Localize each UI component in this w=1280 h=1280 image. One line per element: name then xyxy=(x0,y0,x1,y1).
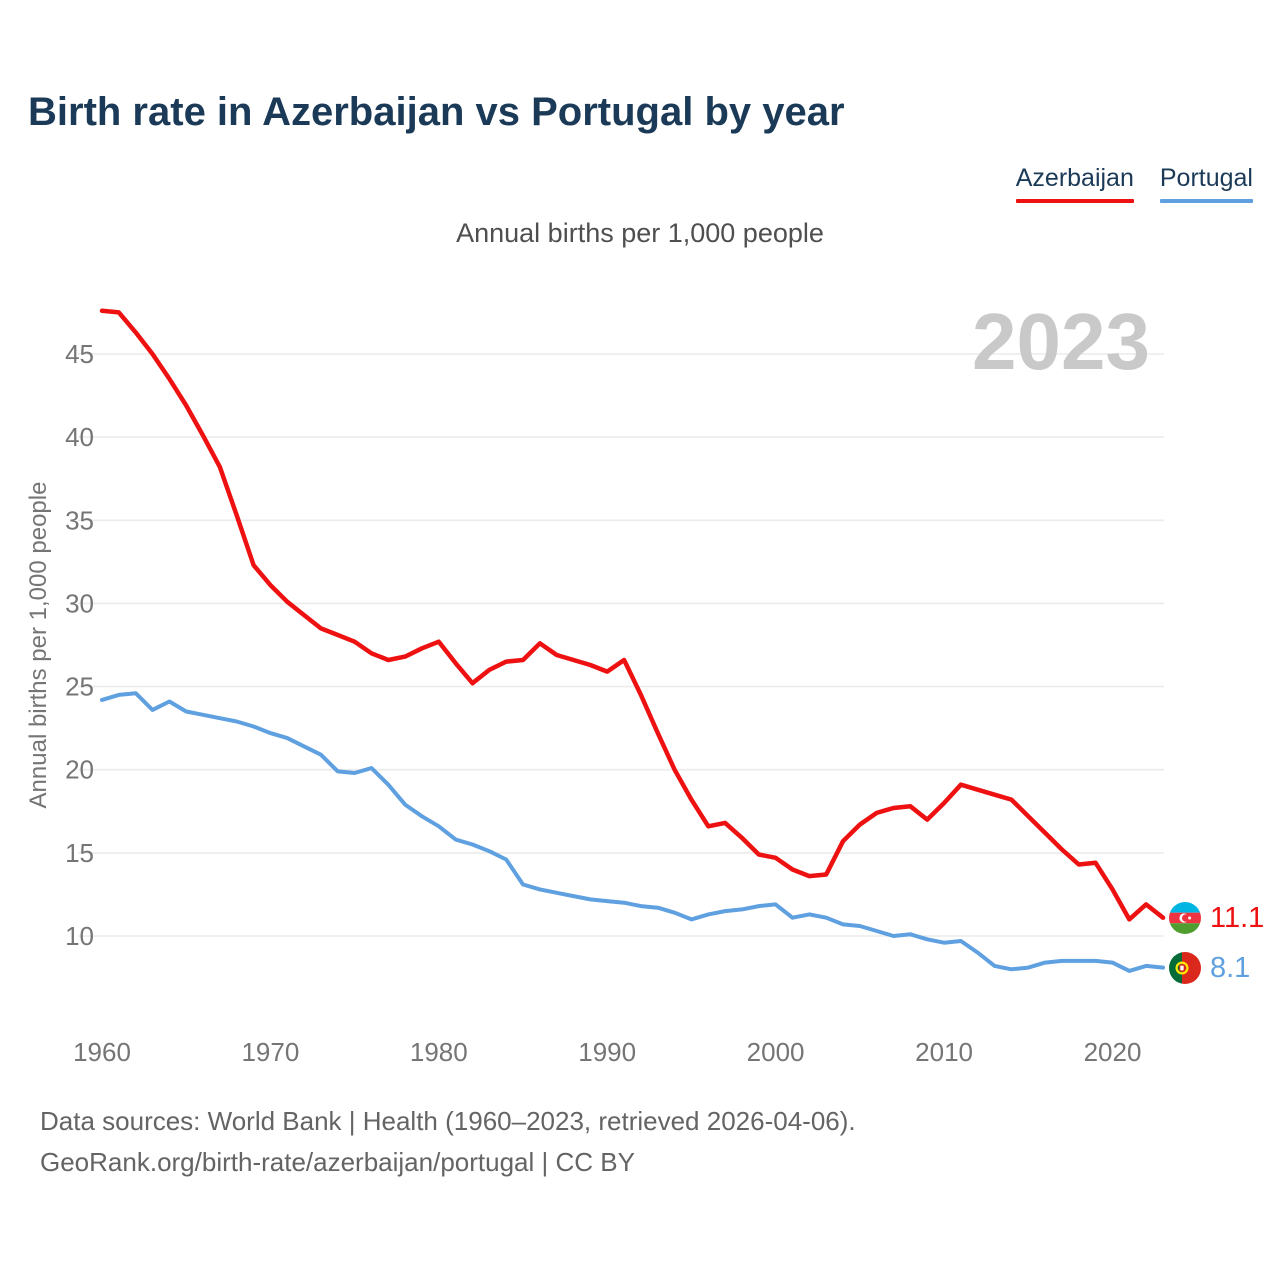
legend-item-azerbaijan[interactable]: Azerbaijan xyxy=(1015,164,1134,203)
y-tick-label: 35 xyxy=(65,505,94,535)
legend-underline-portugal xyxy=(1159,199,1253,203)
y-tick-label: 10 xyxy=(65,921,94,951)
portugal-end-marker: 8.1 xyxy=(1168,951,1251,985)
legend: Azerbaijan Portugal xyxy=(1015,164,1253,203)
y-tick-label: 45 xyxy=(65,339,94,369)
portugal-flag-icon xyxy=(1168,952,1201,985)
y-tick-label: 25 xyxy=(65,672,94,702)
watermark-year: 2023 xyxy=(972,297,1150,386)
y-tick-label: 30 xyxy=(65,588,94,618)
x-tick-label: 1970 xyxy=(241,1037,299,1067)
azerbaijan-end-marker: 11.1 xyxy=(1168,901,1265,935)
footer-source-line: Data sources: World Bank | Health (1960–… xyxy=(40,1106,856,1136)
footer: Data sources: World Bank | Health (1960–… xyxy=(40,1101,856,1183)
x-tick-label: 1990 xyxy=(578,1037,636,1067)
page-title: Birth rate in Azerbaijan vs Portugal by … xyxy=(28,90,845,134)
x-tick-label: 1960 xyxy=(73,1037,131,1067)
footer-url-line: GeoRank.org/birth-rate/azerbaijan/portug… xyxy=(40,1147,635,1177)
y-axis-title: Annual births per 1,000 people xyxy=(25,482,52,809)
portugal-end-value: 8.1 xyxy=(1209,951,1251,984)
y-tick-label: 20 xyxy=(65,755,94,785)
legend-item-portugal[interactable]: Portugal xyxy=(1159,164,1253,203)
x-tick-label: 2010 xyxy=(915,1037,973,1067)
x-tick-label: 1980 xyxy=(410,1037,468,1067)
chart-subtitle: Annual births per 1,000 people xyxy=(456,218,824,248)
x-tick-label: 2020 xyxy=(1084,1037,1142,1067)
azerbaijan-line xyxy=(99,308,1166,922)
legend-label-portugal: Portugal xyxy=(1159,164,1253,192)
legend-underline-azerbaijan xyxy=(1015,199,1134,203)
y-tick-label: 40 xyxy=(65,422,94,452)
legend-label-azerbaijan: Azerbaijan xyxy=(1015,164,1134,192)
azerbaijan-end-value: 11.1 xyxy=(1209,901,1265,934)
portugal-line xyxy=(100,691,1165,973)
y-tick-label: 15 xyxy=(65,838,94,868)
azerbaijan-flag-icon xyxy=(1168,902,1201,935)
x-tick-label: 2000 xyxy=(747,1037,805,1067)
